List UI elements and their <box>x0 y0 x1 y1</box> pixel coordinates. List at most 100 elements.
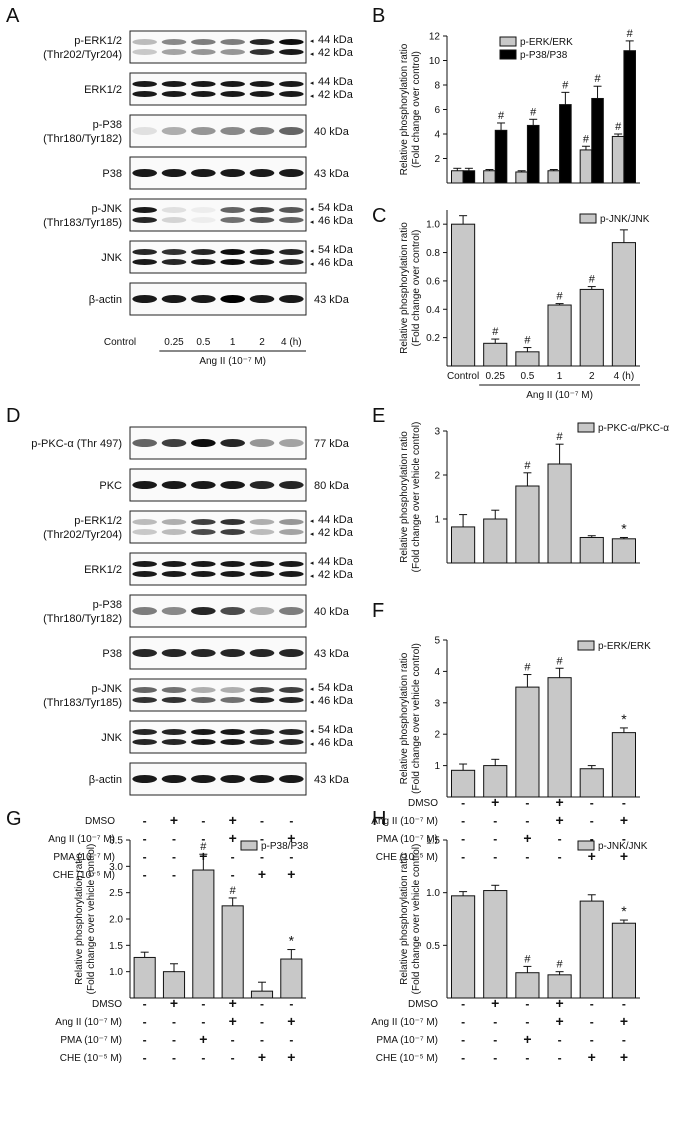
kda-label: 43 kDa <box>314 294 350 306</box>
kda-label: 46 kDa <box>318 695 354 707</box>
band <box>220 697 245 703</box>
band <box>132 519 157 525</box>
blot-table-sign: - <box>143 850 147 864</box>
bar <box>547 677 572 798</box>
chart-F-table-sign: - <box>558 832 562 846</box>
chart-G-table-sign: - <box>231 1051 235 1065</box>
blot-label: p-PKC-α (Thr 497) <box>31 438 122 450</box>
bar <box>611 922 636 999</box>
blot-label: (Thr202/Tyr204) <box>43 529 122 541</box>
significance-mark: * <box>621 520 627 536</box>
band <box>132 481 157 489</box>
chart-G-table-sign: - <box>201 1015 205 1029</box>
chart-F-table-sign: - <box>590 832 594 846</box>
band <box>220 739 245 745</box>
band <box>249 687 275 693</box>
bar <box>579 536 604 564</box>
chart-G-table-row-label: PMA (10⁻⁷ M) <box>60 1035 122 1046</box>
chart-G-table-sign: + <box>258 1049 266 1065</box>
band <box>191 571 216 577</box>
blot-frame <box>129 198 307 232</box>
significance-mark: * <box>621 711 627 727</box>
band <box>132 649 157 657</box>
band <box>220 775 245 783</box>
band <box>279 127 304 135</box>
y-axis-label: (Fold change over vehicle control) <box>411 422 422 573</box>
band <box>161 249 187 255</box>
kda-label: 42 kDa <box>318 569 354 581</box>
chart-F-table-sign: - <box>622 832 626 846</box>
x-tick-label: 1 <box>557 371 563 382</box>
band <box>191 169 216 177</box>
chart-H-table-sign: - <box>461 997 465 1011</box>
chart-H-table-sign: + <box>620 1049 628 1065</box>
band <box>279 91 304 97</box>
chart-F-table-row-label: PMA (10⁻⁷ M) <box>376 834 438 845</box>
band <box>132 91 157 97</box>
chart-H-table-sign: + <box>523 1031 531 1047</box>
band <box>161 687 187 693</box>
chart-F-table-sign: + <box>555 794 563 810</box>
band <box>132 529 157 535</box>
blot-label: P38 <box>102 168 122 180</box>
band <box>161 739 187 745</box>
band <box>191 607 216 615</box>
chart-G-table-sign: - <box>143 1015 147 1029</box>
band <box>279 687 304 693</box>
band <box>161 217 187 223</box>
bar <box>579 288 604 367</box>
y-axis-label: (Fold change over vehicle control) <box>411 844 422 995</box>
kda-label: 44 kDa <box>318 34 354 46</box>
chart-F-table-sign: + <box>620 848 628 864</box>
chart-G-table-sign: - <box>143 1051 147 1065</box>
band <box>249 207 275 213</box>
panel-letter-F: F <box>372 600 384 622</box>
y-axis-label: Relative phosphorylation ratio <box>74 853 85 985</box>
y-tick-label: 1.0 <box>426 888 440 899</box>
x-tick-label: Control <box>447 371 479 382</box>
band <box>279 439 304 447</box>
significance-mark: # <box>524 662 531 674</box>
bar <box>451 769 476 798</box>
significance-mark: # <box>557 431 564 443</box>
significance-mark: # <box>562 79 569 91</box>
marker-arrow: ◂ <box>310 206 314 213</box>
band <box>191 127 216 135</box>
blot-label: (Thr202/Tyr204) <box>43 49 122 61</box>
significance-mark: # <box>230 885 237 897</box>
chart-G-table-sign: + <box>170 995 178 1011</box>
chart-H-table-sign: + <box>555 1013 563 1029</box>
significance-mark: * <box>621 903 627 919</box>
significance-mark: # <box>492 326 499 338</box>
kda-label: 43 kDa <box>314 774 350 786</box>
band <box>279 519 304 525</box>
band <box>249 697 275 703</box>
chart-F-table-sign: - <box>461 796 465 810</box>
band <box>279 49 304 55</box>
significance-mark: # <box>524 460 531 472</box>
band <box>161 259 187 265</box>
lane-label: 0.5 <box>196 337 210 348</box>
chart-G-table-row-label: Ang II (10⁻⁷ M) <box>55 1017 122 1028</box>
blot-table-sign: - <box>172 868 176 882</box>
marker-arrow: ◂ <box>310 518 314 525</box>
chart-H-table-sign: - <box>590 1033 594 1047</box>
band <box>220 127 245 135</box>
chart-F-table-sign: + <box>523 830 531 846</box>
blot-table-sign: - <box>231 850 235 864</box>
y-tick-label: 4 <box>434 130 440 141</box>
band <box>161 439 187 447</box>
marker-arrow: ◂ <box>310 699 314 706</box>
kda-label: 42 kDa <box>318 47 354 59</box>
legend-label: p-JNK/JNK <box>600 214 650 225</box>
band <box>132 49 157 55</box>
chart-E: E 1 2 3 Relative phosphorylation ratio (Fold … <box>372 405 669 572</box>
chart-C: C 0.2 0.4 0.6 0.8 1.0 Relative phosphorylation… <box>372 205 650 401</box>
band <box>191 91 216 97</box>
lane-label: 0.25 <box>164 337 184 348</box>
lane-label: 4 (h) <box>281 337 302 348</box>
chart-H-table-sign: - <box>558 1033 562 1047</box>
band <box>191 207 216 213</box>
marker-arrow: ◂ <box>310 80 314 87</box>
chart-G-table-sign: + <box>287 1049 295 1065</box>
